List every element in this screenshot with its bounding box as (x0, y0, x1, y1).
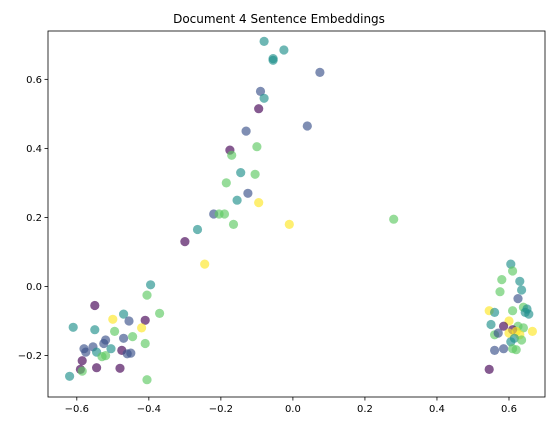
data-point (389, 214, 399, 224)
data-point (110, 326, 120, 336)
data-point (284, 219, 294, 229)
data-point (279, 45, 289, 55)
data-point (302, 121, 312, 131)
data-point (142, 290, 152, 300)
y-tick-label: −0.2 (18, 351, 42, 362)
chart-title: Document 4 Sentence Embeddings (173, 12, 385, 26)
data-point (115, 363, 125, 373)
data-point (128, 332, 138, 342)
data-point (236, 168, 246, 178)
data-point (507, 266, 518, 276)
data-point (506, 337, 516, 347)
data-point (92, 363, 102, 373)
y-axis: −0.2 0.0 0.2 0.4 0.6 (18, 75, 48, 362)
data-point (227, 150, 237, 160)
data-point (192, 224, 203, 235)
x-tick-label: 0.2 (357, 404, 373, 415)
data-point (250, 169, 260, 179)
data-point (493, 328, 503, 338)
data-point (254, 104, 264, 114)
data-point (499, 321, 509, 331)
data-point (254, 198, 264, 208)
data-point (506, 259, 516, 269)
data-point (137, 323, 147, 333)
data-point (495, 287, 505, 297)
data-point (146, 280, 156, 290)
data-point (77, 366, 87, 376)
x-tick-label: 0.4 (429, 404, 445, 415)
data-point (511, 345, 521, 355)
data-point (200, 259, 210, 269)
y-tick-label: 0.6 (26, 75, 42, 86)
x-tick-label: −0.6 (65, 404, 89, 415)
data-point (119, 333, 129, 343)
data-point (241, 126, 251, 136)
data-point (518, 323, 529, 333)
data-point (497, 275, 507, 285)
data-point (507, 306, 518, 316)
data-point (517, 335, 527, 345)
data-point (99, 338, 109, 349)
data-point (221, 178, 231, 188)
x-tick-label: −0.2 (209, 404, 233, 415)
data-point (97, 352, 107, 362)
data-point (243, 188, 253, 198)
data-point (68, 322, 78, 332)
data-point (219, 209, 230, 219)
data-point (515, 276, 525, 286)
data-point (259, 93, 269, 103)
data-point (106, 344, 116, 354)
data-point (499, 344, 509, 354)
data-point (140, 315, 150, 325)
data-point (108, 314, 118, 324)
data-point (527, 326, 538, 336)
data-point (252, 142, 262, 152)
data-point (255, 86, 266, 96)
y-tick-label: 0.4 (26, 144, 42, 155)
data-point (490, 345, 500, 355)
data-point (124, 316, 134, 326)
points-layer (65, 36, 538, 385)
y-tick-label: 0.2 (26, 213, 42, 224)
data-point (142, 375, 152, 385)
data-point (90, 325, 100, 335)
data-point (81, 347, 91, 357)
data-point (315, 67, 325, 77)
x-tick-label: 0.0 (285, 404, 301, 415)
data-point (232, 195, 242, 205)
x-axis: −0.6 −0.4 −0.2 0.0 0.2 0.4 0.6 (65, 397, 517, 415)
data-point (268, 54, 278, 64)
data-point (484, 364, 494, 374)
data-point (486, 319, 496, 330)
data-point (513, 294, 523, 304)
data-point (228, 219, 239, 229)
data-point (180, 237, 190, 247)
data-point (140, 338, 150, 349)
data-point (90, 300, 100, 311)
plot-frame (47, 30, 546, 398)
y-tick-label: 0.0 (26, 282, 42, 293)
data-point (77, 356, 87, 366)
x-tick-label: 0.6 (501, 404, 517, 415)
data-point (155, 308, 165, 318)
data-point (259, 36, 269, 47)
x-tick-label: −0.4 (137, 404, 161, 415)
data-point (524, 309, 534, 319)
data-point (65, 371, 75, 381)
data-point (126, 348, 136, 358)
data-point (517, 285, 527, 295)
data-point (119, 309, 129, 319)
data-point (490, 307, 500, 317)
